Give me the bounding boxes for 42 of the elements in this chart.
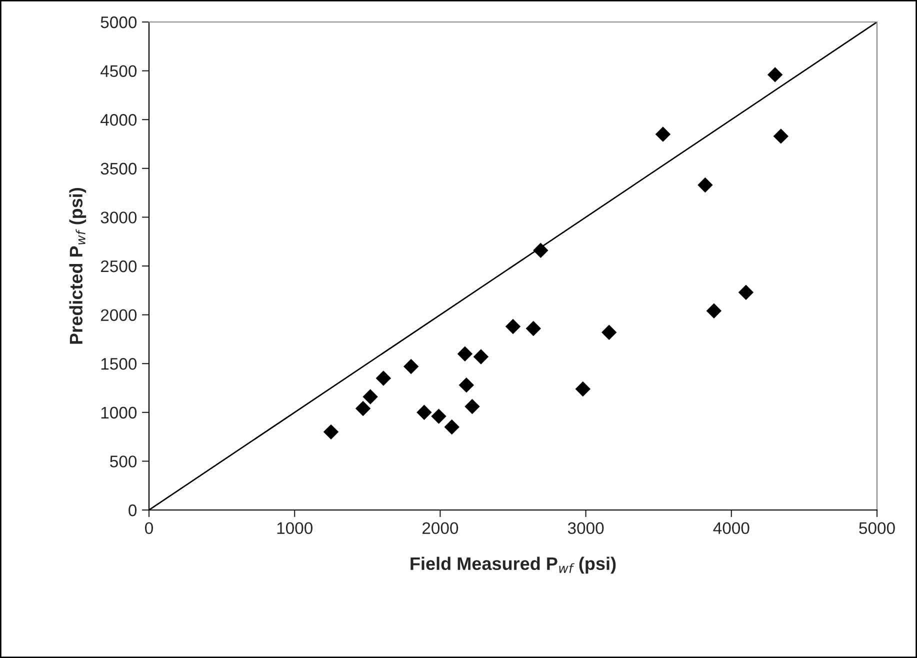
y-tick-label: 4500 xyxy=(100,65,137,78)
point xyxy=(533,242,548,258)
x-tick-label: 1000 xyxy=(277,522,312,534)
point xyxy=(355,400,371,416)
point xyxy=(706,303,722,319)
point xyxy=(416,404,432,420)
y-tick-label: 500 xyxy=(110,456,137,468)
y-tick-label: 4000 xyxy=(100,114,137,126)
point xyxy=(403,358,419,374)
y-tick-label: 0 xyxy=(128,504,137,516)
point xyxy=(457,346,473,362)
point xyxy=(575,381,590,397)
point xyxy=(464,398,480,414)
x-tick-label: 2000 xyxy=(422,522,458,534)
point xyxy=(601,324,617,340)
x-tick-label: 3000 xyxy=(568,522,604,534)
y-tick-label: 1500 xyxy=(101,358,137,370)
y-tick-label: 5000 xyxy=(100,16,137,28)
y-tick-label: 1000 xyxy=(101,406,137,419)
x-tick-label: 0 xyxy=(145,522,153,534)
y-tick-label: 3000 xyxy=(100,212,137,224)
y-tick-label: 3500 xyxy=(100,162,137,175)
x-tick-label: 5000 xyxy=(859,522,895,534)
x-tick-label: 4000 xyxy=(713,522,750,534)
point xyxy=(505,318,521,334)
y-tick-label: 2000 xyxy=(100,309,137,322)
point xyxy=(655,126,671,142)
point xyxy=(738,284,754,300)
point xyxy=(376,370,392,386)
point xyxy=(431,408,446,424)
point xyxy=(698,177,713,193)
point xyxy=(362,389,378,404)
y-axis-title: Predicted P$_{wf}$ (psi) xyxy=(69,188,86,344)
x-axis-title: Field Measured P$_{wf}$ (psi) xyxy=(410,556,616,574)
point xyxy=(767,67,783,82)
y-tick-label: 2500 xyxy=(100,260,137,272)
point xyxy=(526,320,541,336)
point xyxy=(323,424,339,440)
point xyxy=(458,377,474,393)
point xyxy=(473,349,489,364)
point xyxy=(773,128,789,144)
point xyxy=(444,419,460,435)
